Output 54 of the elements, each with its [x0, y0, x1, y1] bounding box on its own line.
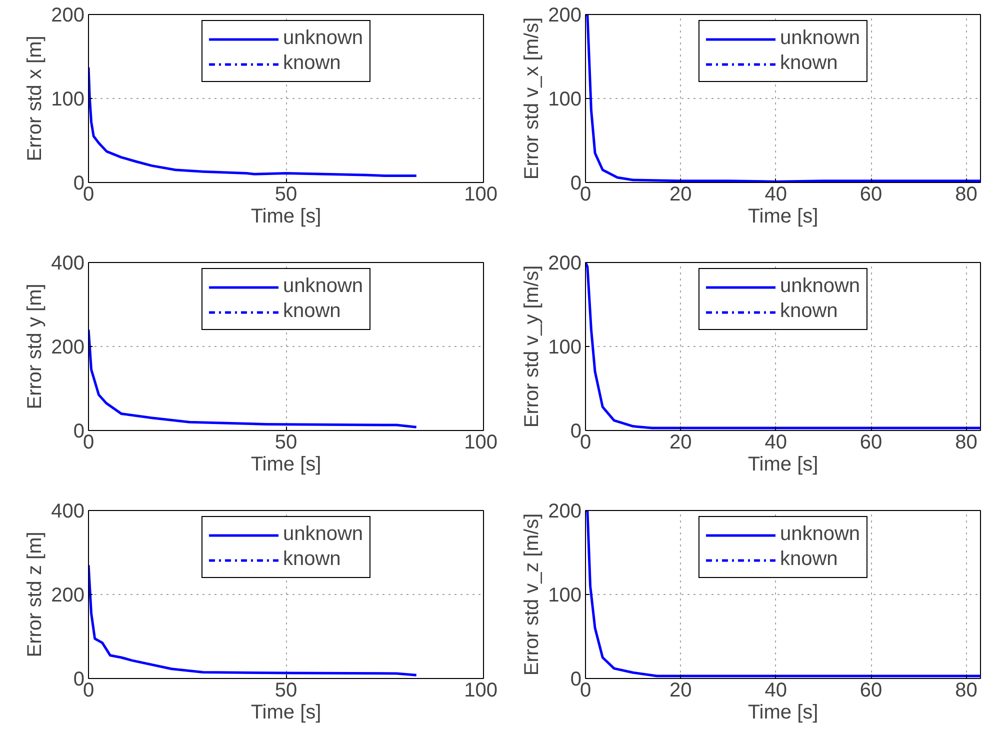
x-axis-title: Time [s] [250, 702, 322, 724]
x-tick-label: 60 [860, 184, 882, 206]
y-tick-label: 200 [51, 336, 85, 358]
legend-label: known [282, 548, 341, 571]
x-tick-label: 50 [274, 184, 298, 206]
x-axis-title: Time [s] [748, 702, 818, 724]
y-axis-title: Error std v_x [m/s] [521, 17, 544, 180]
y-axis-title: Error std x [m] [24, 36, 46, 162]
x-tick-label: 40 [764, 680, 787, 702]
legend-label: unknown [780, 275, 860, 298]
y-tick-label: 200 [51, 584, 85, 606]
y-tick-label: 200 [548, 500, 582, 522]
y-tick-label: 400 [51, 252, 85, 274]
x-tick-label: 100 [464, 432, 498, 454]
y-tick-label: 200 [51, 4, 85, 26]
x-tick-label: 40 [764, 184, 787, 206]
x-axis-title: Time [s] [748, 454, 818, 476]
y-axis-title: Error std v_z [m/s] [521, 513, 544, 676]
legend-label: unknown [780, 27, 860, 50]
legend-label: known [282, 300, 341, 323]
y-tick-label: 100 [548, 584, 582, 606]
y-tick-label: 200 [548, 4, 582, 26]
x-axis-title: Time [s] [748, 206, 818, 228]
x-tick-label: 20 [670, 184, 692, 206]
x-tick-label: 20 [670, 432, 692, 454]
y-axis-title: Error std y [m] [24, 284, 46, 410]
x-tick-label: 50 [274, 680, 298, 702]
x-tick-label: 80 [955, 680, 978, 702]
legend-label: unknown [780, 523, 860, 546]
legend-label: known [780, 52, 838, 75]
legend-label: known [780, 548, 838, 571]
x-tick-label: 40 [764, 432, 787, 454]
y-axis-title: Error std z [m] [24, 532, 46, 658]
y-tick-label: 400 [51, 500, 85, 522]
x-tick-label: 20 [670, 680, 692, 702]
legend-label: unknown [282, 275, 364, 298]
legend-label: unknown [282, 523, 364, 546]
y-tick-label: 100 [51, 88, 85, 110]
legend-label: unknown [282, 27, 364, 50]
y-tick-label: 100 [548, 88, 582, 110]
x-tick-label: 100 [464, 680, 498, 702]
x-tick-label: 80 [955, 184, 978, 206]
y-tick-label: 200 [548, 252, 582, 274]
legend-label: known [780, 300, 838, 323]
x-tick-label: 50 [274, 432, 298, 454]
x-tick-label: 100 [464, 184, 498, 206]
x-tick-label: 60 [860, 432, 882, 454]
legend-label: known [282, 52, 341, 75]
x-tick-label: 60 [860, 680, 882, 702]
x-axis-title: Time [s] [250, 454, 322, 476]
x-tick-label: 80 [955, 432, 978, 454]
y-axis-title: Error std v_y [m/s] [521, 265, 544, 428]
x-axis-title: Time [s] [250, 206, 322, 228]
y-tick-label: 100 [548, 336, 582, 358]
